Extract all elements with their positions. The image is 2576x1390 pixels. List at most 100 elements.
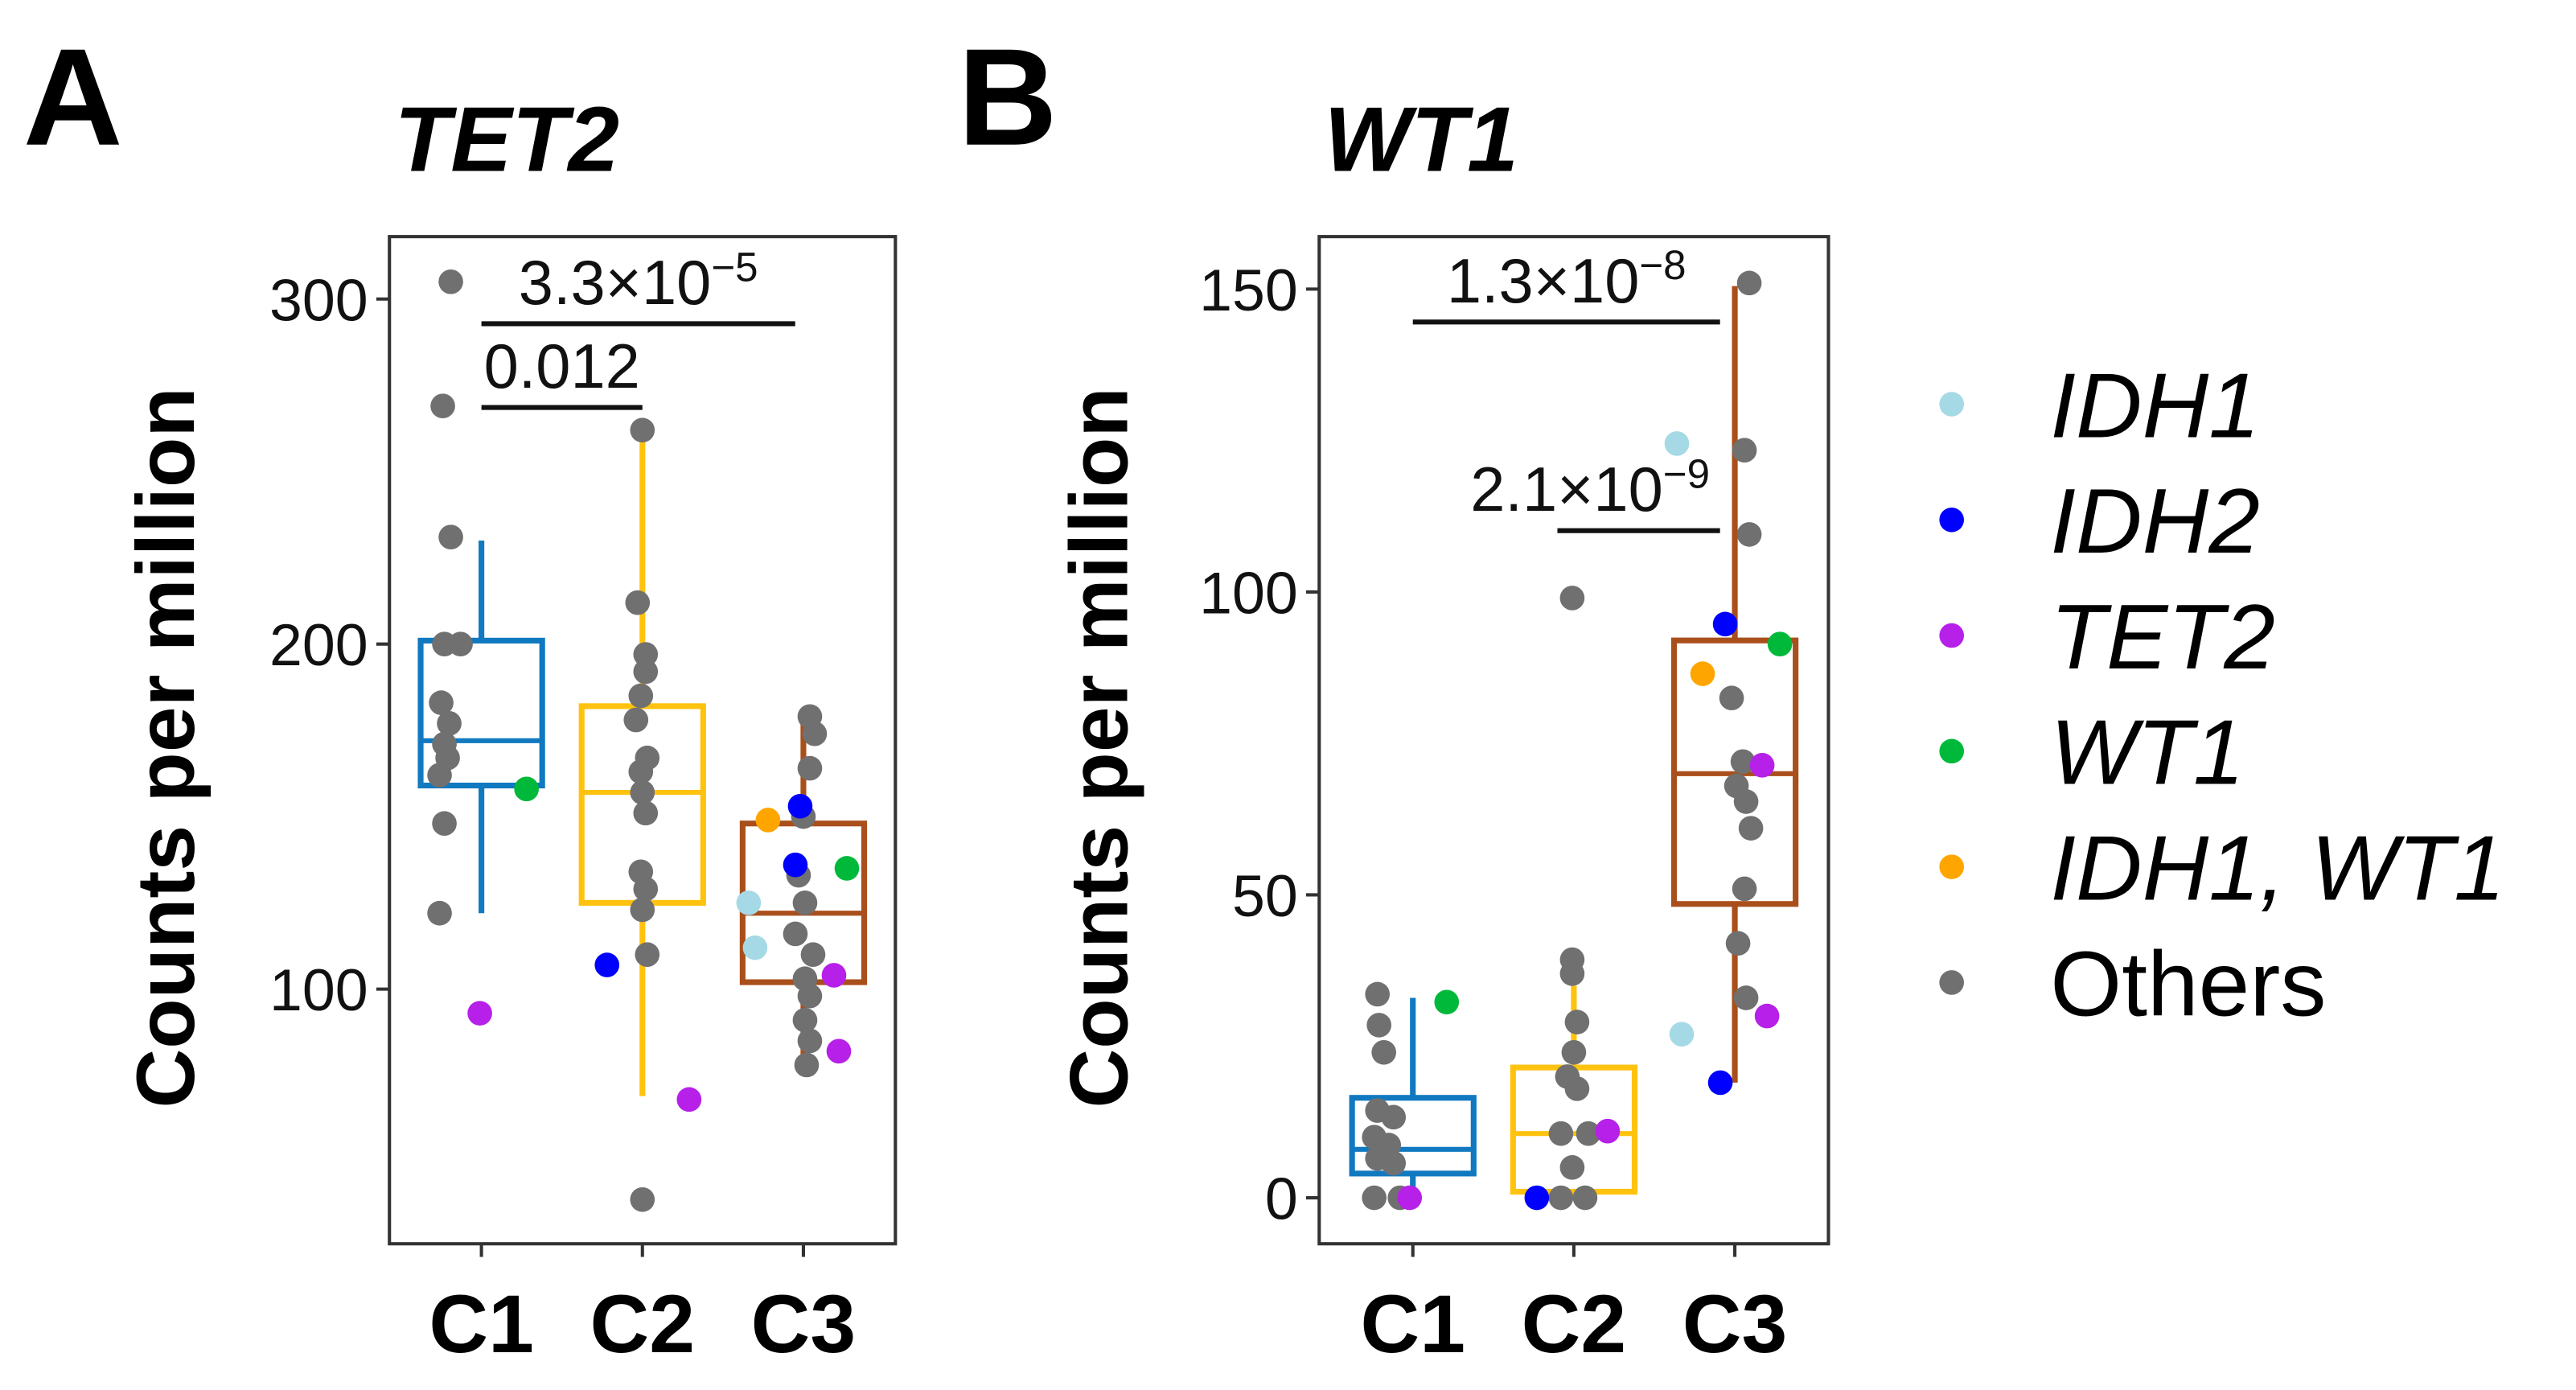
data-point-others: [1366, 1013, 1392, 1038]
data-point-others: [625, 590, 651, 615]
legend-item-tet2: TET2: [1939, 586, 2275, 689]
legend-label: IDH1: [2050, 354, 2260, 457]
data-point-idh2: [783, 852, 808, 878]
data-point-others: [427, 900, 452, 926]
y-tick-label: 200: [269, 611, 368, 678]
legend-label: WT1: [2050, 701, 2244, 804]
data-point-wt1: [1767, 631, 1793, 657]
data-point-wt1: [514, 776, 539, 802]
data-point-others: [1548, 1121, 1574, 1146]
data-point-idh2: [1524, 1185, 1550, 1211]
data-point-others: [633, 800, 659, 826]
data-point-others: [427, 763, 452, 788]
data-point-tet2: [676, 1087, 702, 1112]
y-tick-label: 50: [1232, 862, 1298, 929]
x-tick-label-c3: C3: [1682, 1278, 1788, 1370]
legend-label: IDH1, WT1: [2050, 817, 2505, 920]
panel-b-y-axis-label: Counts per million: [1053, 387, 1144, 1108]
data-point-tet2: [467, 1001, 492, 1026]
panel-a: A TET2 Counts per million 100 200 300 C1 C2 C…: [23, 21, 898, 1370]
data-point-idh1: [1664, 431, 1690, 456]
data-point-others: [1736, 270, 1762, 296]
data-point-others: [1561, 1039, 1587, 1065]
legend-marker: [1939, 392, 1965, 417]
data-point-others: [1559, 961, 1585, 986]
data-point-others: [432, 811, 457, 837]
legend-marker: [1939, 507, 1965, 533]
data-point-others: [800, 942, 826, 968]
legend-item-idh1-wt1: IDH1, WT1: [1939, 817, 2505, 920]
legend: IDH1 IDH2 TET2 WT1 IDH1, WT1 Others: [1939, 354, 2505, 1035]
p-value-label: 1.3×10−8: [1447, 242, 1687, 316]
data-point-others: [628, 759, 654, 784]
data-point-idh1: [1669, 1022, 1695, 1047]
legend-marker: [1939, 623, 1965, 648]
box-iqr: [1349, 1095, 1477, 1177]
data-point-others: [1564, 1010, 1590, 1034]
data-point-others: [633, 659, 659, 685]
legend-label: TET2: [2050, 586, 2275, 689]
panel-a-title: TET2: [394, 88, 619, 191]
data-point-others: [797, 755, 823, 781]
data-point-others: [1736, 522, 1762, 547]
data-point-others: [630, 897, 655, 923]
data-point-wt1: [1434, 989, 1460, 1015]
data-point-idh2: [1712, 611, 1738, 637]
data-point-others: [1559, 586, 1585, 611]
data-point-others: [1576, 1121, 1601, 1146]
data-point-others: [1733, 985, 1759, 1010]
legend-marker: [1939, 970, 1965, 995]
legend-label: IDH2: [2050, 470, 2260, 573]
panel-a-y-axis-label: Counts per million: [120, 387, 212, 1108]
data-point-others: [1371, 1039, 1397, 1065]
box-iqr: [417, 637, 545, 789]
data-point-others: [438, 269, 463, 294]
data-point-tet2: [1397, 1185, 1423, 1211]
data-point-others: [1719, 685, 1744, 711]
data-point-others: [1362, 1185, 1387, 1211]
data-point-others: [635, 942, 660, 968]
data-point-others: [1732, 876, 1757, 902]
data-point-tet2: [1754, 1003, 1780, 1029]
x-tick-label-c2: C2: [1522, 1278, 1627, 1370]
legend-item-idh1: IDH1: [1939, 354, 2260, 457]
data-point-idh1-wt1: [1690, 661, 1715, 686]
data-point-others: [1381, 1150, 1407, 1176]
data-point-others: [783, 921, 808, 947]
x-tick-label-c2: C2: [590, 1278, 696, 1370]
data-point-others: [430, 393, 455, 419]
y-tick-label: 100: [269, 956, 368, 1023]
panel-letter-b: B: [958, 21, 1058, 175]
panel-b-title: WT1: [1324, 88, 1518, 191]
y-tick-label: 150: [1199, 257, 1298, 323]
data-point-others: [633, 876, 659, 902]
data-point-others: [797, 983, 823, 1009]
data-point-others: [437, 711, 462, 736]
data-point-others: [1365, 981, 1391, 1007]
data-point-others: [1548, 1185, 1574, 1211]
data-point-others: [1730, 749, 1756, 775]
data-point-others: [1733, 789, 1759, 814]
data-point-idh1: [742, 935, 768, 960]
data-point-tet2: [821, 963, 847, 988]
data-point-others: [628, 683, 654, 709]
data-point-others: [429, 690, 454, 715]
data-point-others: [794, 1052, 820, 1078]
y-tick-label: 100: [1199, 559, 1298, 626]
data-point-wt1: [834, 856, 860, 881]
p-value-label: 3.3×10−5: [519, 244, 758, 318]
panel-b: B WT1 Counts per million 0 50 100 150 C1 C2 C3…: [958, 21, 1830, 1370]
y-tick-label: 0: [1265, 1166, 1298, 1232]
data-point-others: [802, 721, 828, 746]
data-point-others: [438, 524, 463, 550]
data-point-others: [792, 1007, 818, 1033]
data-point-others: [1381, 1104, 1407, 1130]
p-value-label: 2.1×10−9: [1470, 451, 1710, 525]
data-point-others: [630, 417, 655, 443]
legend-item-idh2: IDH2: [1939, 470, 2260, 573]
data-point-others: [633, 642, 659, 667]
legend-item-wt1: WT1: [1939, 701, 2245, 804]
data-point-idh2: [594, 952, 620, 977]
data-point-tet2: [826, 1038, 852, 1064]
